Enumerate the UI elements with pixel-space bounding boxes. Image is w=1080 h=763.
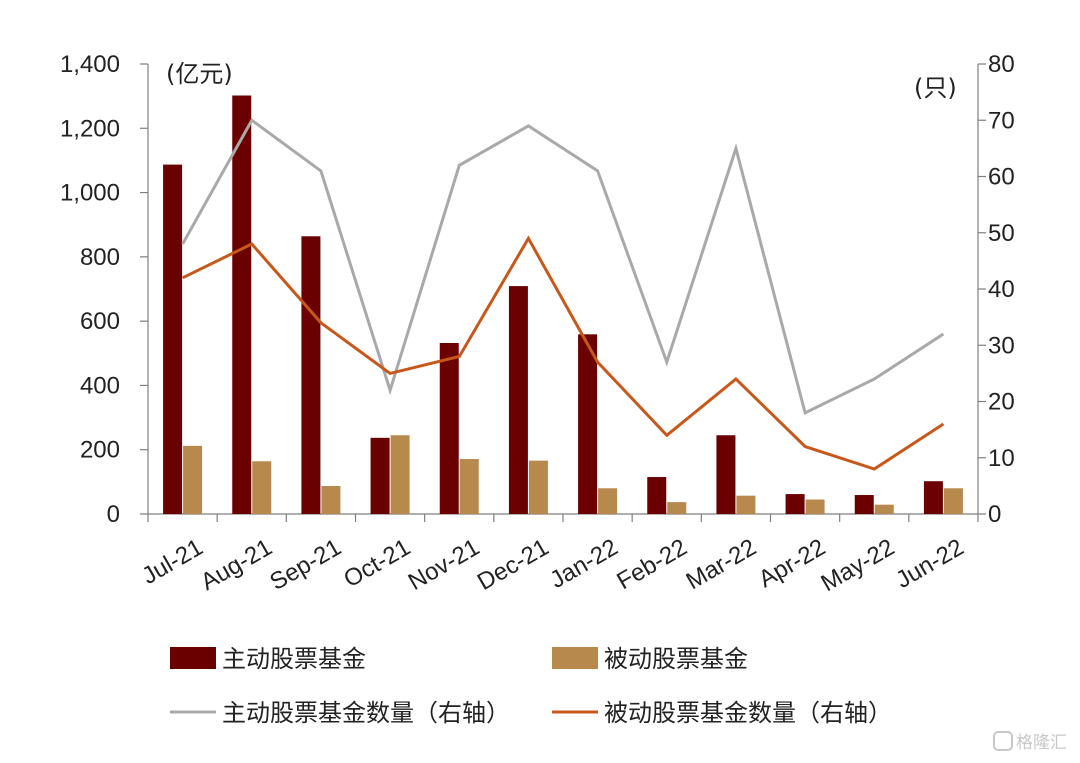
bar-active [716, 435, 736, 514]
right-tick-label: 60 [988, 164, 1015, 191]
x-tick-label: Jun-22 [891, 534, 968, 594]
watermark-logo-icon [993, 731, 1013, 751]
bar-active [923, 481, 943, 514]
x-tick-label: Oct-21 [339, 534, 415, 593]
bar-passive [459, 459, 479, 514]
right-tick-label: 30 [988, 332, 1015, 359]
left-tick-label: 800 [80, 244, 120, 271]
bar-active [301, 236, 321, 515]
right-axis-unit: (只) [914, 74, 957, 102]
bar-active [785, 494, 805, 514]
bar-active [163, 164, 183, 514]
x-tick-label: Dec-21 [473, 534, 554, 596]
left-tick-label: 1,000 [60, 180, 120, 207]
x-tick-label: Apr-22 [754, 534, 830, 593]
bar-passive [874, 504, 894, 514]
bar-active [647, 477, 667, 514]
bar-active [578, 334, 598, 514]
x-tick-labels: Jul-21Aug-21Sep-21Oct-21Nov-21Dec-21Jan-… [137, 534, 968, 597]
right-tick-label: 20 [988, 389, 1015, 416]
legend-swatch [170, 647, 216, 669]
right-tick-label: 80 [988, 51, 1015, 78]
x-tick-label: Jan-22 [546, 534, 623, 594]
bar-passive [183, 445, 203, 514]
x-tick-label: Jul-21 [137, 534, 207, 590]
watermark: 格隆汇 [993, 731, 1067, 753]
left-axis-unit: (亿元) [166, 60, 233, 88]
line-active-count [181, 118, 945, 415]
bar-passive [252, 461, 272, 514]
x-tick-label: Feb-22 [612, 534, 691, 595]
bar-passive [321, 486, 341, 514]
left-tick-label: 400 [80, 372, 120, 399]
legend-label: 被动股票基金数量（右轴） [604, 699, 892, 727]
left-tick-label: 200 [80, 437, 120, 464]
right-tick-label: 70 [988, 107, 1015, 134]
bar-active [854, 495, 874, 514]
x-tick-label: May-22 [816, 534, 899, 597]
x-tick-label: Sep-21 [265, 534, 346, 596]
legend-label: 主动股票基金 [222, 645, 366, 673]
bar-active [232, 95, 252, 514]
left-tick-label: 1,400 [60, 51, 120, 78]
left-tick-label: 600 [80, 308, 120, 335]
bar-passive [805, 499, 825, 514]
right-tick-label: 50 [988, 220, 1015, 247]
legend-label: 被动股票基金 [604, 645, 748, 673]
lines [181, 118, 945, 471]
bar-passive [528, 460, 548, 514]
right-tick-label: 0 [988, 501, 1001, 528]
axes: 0 200 400 600 800 1,000 1,200 1,400 0 10 20 30 40 50 6… [60, 51, 1015, 528]
right-tick-label: 10 [988, 445, 1015, 472]
x-tick-label: Aug-21 [196, 534, 277, 596]
bars [163, 95, 963, 515]
legend-label: 主动股票基金数量（右轴） [222, 699, 510, 727]
x-tick-label: Mar-22 [682, 534, 761, 595]
x-tick-label: Nov-21 [404, 534, 485, 596]
bar-passive [943, 488, 963, 514]
left-tick-label: 1,200 [60, 115, 120, 142]
bar-passive [390, 435, 410, 514]
bar-passive [667, 502, 687, 514]
bar-passive [736, 495, 756, 514]
watermark-text: 格隆汇 [1016, 733, 1067, 753]
bar-passive [598, 488, 618, 514]
bar-active [508, 286, 528, 514]
legend-swatch [552, 647, 598, 669]
bar-active [439, 343, 459, 514]
bar-active [370, 437, 390, 514]
right-tick-label: 40 [988, 276, 1015, 303]
line-passive-count [181, 235, 945, 471]
left-tick-label: 0 [107, 501, 120, 528]
